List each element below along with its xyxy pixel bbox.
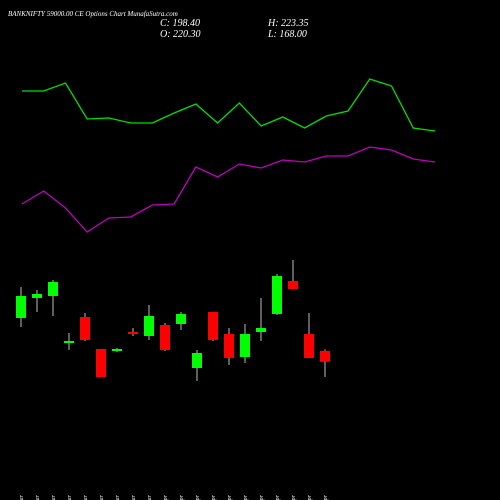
candle-body <box>128 332 138 334</box>
x-tick-label: 24 Mar <box>114 494 121 500</box>
x-tick-label: 22 Apr <box>291 494 297 500</box>
candle-body <box>256 328 266 332</box>
overlay-line <box>22 78 436 132</box>
candle-body <box>240 334 250 357</box>
x-tick-label: 10 Apr <box>179 494 185 500</box>
x-tick-label: 27 Mar <box>147 494 153 500</box>
x-tick-label: 09 Apr <box>163 494 169 500</box>
candle-body <box>176 314 186 324</box>
candle-body <box>160 325 170 350</box>
candle-body <box>272 276 282 314</box>
x-tick-label: 25 Mar <box>131 494 137 500</box>
candle-body <box>320 350 330 362</box>
candle-body <box>304 334 314 358</box>
candle-body <box>224 334 234 358</box>
x-tick-label: 15 Apr <box>211 494 217 500</box>
x-tick-label: 16 Mar <box>19 494 25 500</box>
candle-body <box>112 349 122 351</box>
candle-body <box>48 282 58 296</box>
candle-body <box>144 316 154 336</box>
candle-body <box>80 317 90 340</box>
candle-body <box>288 281 298 289</box>
info-open: O: 220.30 <box>160 29 201 40</box>
overlay-line <box>21 146 436 233</box>
candle-body <box>64 341 74 343</box>
x-tick-label: 16 Apr <box>227 494 233 500</box>
x-tick-label: 24 Apr <box>322 494 329 500</box>
candle-body <box>32 294 42 298</box>
x-tick-label: 20 Mar <box>83 494 89 500</box>
info-high: H: 223.35 <box>267 18 309 29</box>
info-close: C: 198.40 <box>160 18 200 29</box>
x-tick-label: 17 Apr <box>243 494 249 500</box>
candle-body <box>96 349 106 377</box>
candle-body <box>208 312 218 340</box>
candle-body <box>16 296 26 318</box>
x-tick-label: 23 Apr <box>307 494 313 500</box>
x-tick-label: 13 Apr <box>195 494 201 500</box>
x-tick-label: 20 Apr <box>259 494 265 500</box>
x-tick-label: 21 Apr <box>275 494 281 500</box>
chart-title: BANKNIFTY 59000.00 CE Options Chart Muna… <box>8 10 178 18</box>
x-tick-label: 19 Mar <box>67 494 73 500</box>
candle-body <box>192 353 202 368</box>
info-low: L: 168.00 <box>267 29 307 40</box>
x-tick-label: 18 Mar <box>51 494 57 500</box>
x-tick-label: 17 Mar <box>35 494 41 500</box>
x-tick-label: 23 Mar <box>99 494 105 500</box>
